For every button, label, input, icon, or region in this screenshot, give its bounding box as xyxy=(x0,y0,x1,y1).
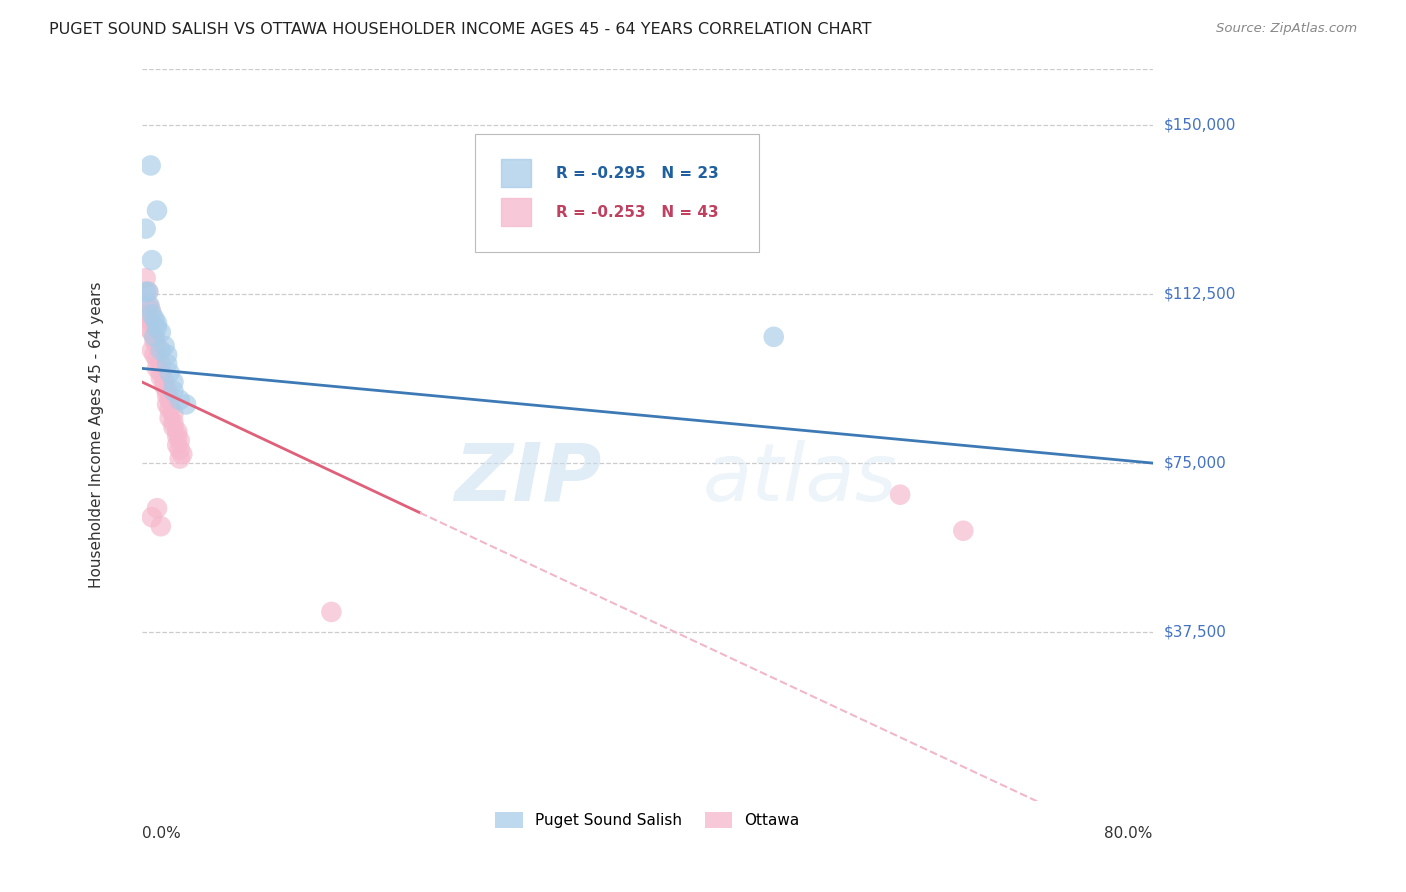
Point xyxy=(146,316,169,330)
Legend: Puget Sound Salish, Ottawa: Puget Sound Salish, Ottawa xyxy=(489,805,806,834)
Point xyxy=(135,285,157,299)
Point xyxy=(156,397,179,411)
Point xyxy=(141,253,163,268)
Point xyxy=(153,375,176,389)
Point xyxy=(169,451,191,466)
Point xyxy=(174,397,197,411)
Text: Source: ZipAtlas.com: Source: ZipAtlas.com xyxy=(1216,22,1357,36)
Point xyxy=(156,384,179,398)
Point xyxy=(143,334,166,349)
Point xyxy=(172,447,194,461)
Point xyxy=(156,388,179,402)
Point xyxy=(166,438,188,452)
Text: atlas: atlas xyxy=(703,440,897,518)
Point xyxy=(159,366,181,380)
Point xyxy=(139,302,162,317)
Point xyxy=(141,307,163,321)
Text: Householder Income Ages 45 - 64 years: Householder Income Ages 45 - 64 years xyxy=(89,282,104,588)
Point xyxy=(149,343,172,358)
Text: ZIP: ZIP xyxy=(454,440,602,518)
Point xyxy=(762,330,785,344)
Text: R = -0.253   N = 43: R = -0.253 N = 43 xyxy=(557,204,718,219)
Point xyxy=(146,501,169,516)
Point xyxy=(169,434,191,448)
Text: $37,500: $37,500 xyxy=(1164,624,1227,640)
Text: 0.0%: 0.0% xyxy=(142,826,180,841)
Point xyxy=(146,203,169,218)
Point xyxy=(149,370,172,384)
Point xyxy=(146,321,169,335)
Point xyxy=(143,330,166,344)
Point xyxy=(146,352,169,367)
Point xyxy=(138,298,160,312)
Point xyxy=(889,488,911,502)
Point xyxy=(149,357,172,371)
Bar xyxy=(501,198,531,226)
Point xyxy=(162,407,184,421)
Point xyxy=(159,392,181,407)
Point xyxy=(149,326,172,340)
Point xyxy=(156,348,179,362)
Point xyxy=(162,420,184,434)
Point xyxy=(169,392,191,407)
Point xyxy=(135,271,157,285)
Text: $112,500: $112,500 xyxy=(1164,286,1236,301)
Point xyxy=(135,307,157,321)
Point xyxy=(162,384,184,398)
Point xyxy=(166,429,188,443)
Text: 80.0%: 80.0% xyxy=(1105,826,1153,841)
Point xyxy=(153,379,176,393)
Text: $150,000: $150,000 xyxy=(1164,118,1236,132)
Point xyxy=(136,298,159,312)
Point xyxy=(166,425,188,439)
Point xyxy=(143,348,166,362)
Point xyxy=(153,339,176,353)
Text: $75,000: $75,000 xyxy=(1164,456,1226,471)
Point xyxy=(162,375,184,389)
Point xyxy=(149,366,172,380)
Text: R = -0.295   N = 23: R = -0.295 N = 23 xyxy=(557,166,718,181)
Point xyxy=(136,285,159,299)
Bar xyxy=(501,160,531,187)
Point xyxy=(136,285,159,299)
Point xyxy=(143,330,166,344)
Point xyxy=(141,510,163,524)
FancyBboxPatch shape xyxy=(475,135,759,252)
Point xyxy=(141,343,163,358)
Point xyxy=(156,357,179,371)
Point xyxy=(169,442,191,457)
Point xyxy=(141,326,163,340)
Point xyxy=(141,316,163,330)
Point xyxy=(146,361,169,376)
Point xyxy=(135,221,157,235)
Point xyxy=(159,411,181,425)
Point xyxy=(143,311,166,326)
Text: PUGET SOUND SALISH VS OTTAWA HOUSEHOLDER INCOME AGES 45 - 64 YEARS CORRELATION C: PUGET SOUND SALISH VS OTTAWA HOUSEHOLDER… xyxy=(49,22,872,37)
Point xyxy=(952,524,974,538)
Point xyxy=(136,311,159,326)
Point xyxy=(159,402,181,417)
Point xyxy=(149,519,172,533)
Point xyxy=(146,339,169,353)
Point xyxy=(321,605,343,619)
Point xyxy=(136,321,159,335)
Point xyxy=(139,159,162,173)
Point xyxy=(162,416,184,430)
